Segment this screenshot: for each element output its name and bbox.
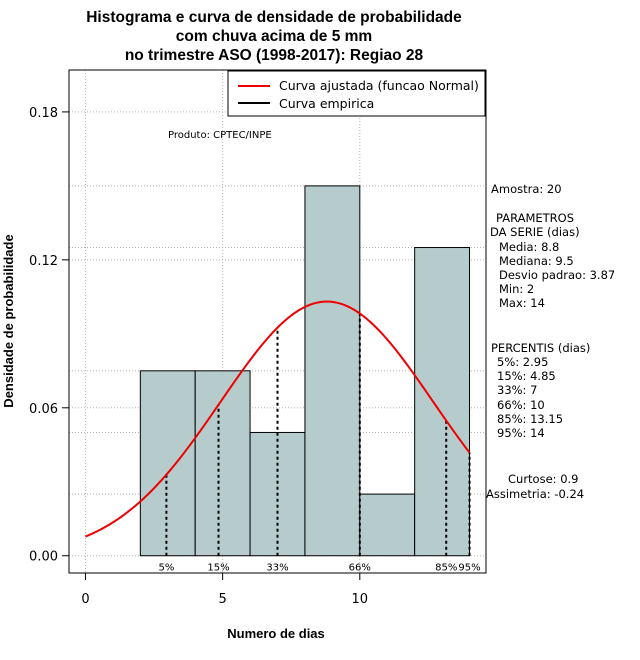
legend-label-empirical: Curva empirica [279,96,374,111]
histogram-bar-4 [360,494,415,556]
x-tick-label-1: 5 [218,592,226,607]
stat-curtose: Curtose: 0.9 [508,472,578,486]
stat-p33: 33%: 7 [497,383,537,397]
stat-p66: 66%: 10 [497,398,545,412]
credit-text: Produto: CPTEC/INPE [168,130,272,141]
chart-title-line-1: Histograma e curva de densidade de proba… [86,9,462,26]
stat-p85: 85%: 13.15 [497,412,563,426]
stat-media: Media: 8.8 [499,240,559,254]
stat-p95: 95%: 14 [497,426,545,440]
percentile-label-4: 85% [435,563,457,574]
stat-max: Max: 14 [499,296,545,310]
percentile-label-0: 5% [158,563,174,574]
x-tick-label-0: 0 [81,592,89,607]
y-axis: 0.00 0.06 0.12 0.18 [29,106,69,565]
stat-amostra: Amostra: 20 [491,182,562,196]
percentile-label-3: 66% [349,563,371,574]
percentile-labels: 5% 15% 33% 66% 85% 95% [158,563,480,574]
legend-label-normal: Curva ajustada (funcao Normal) [279,78,479,93]
x-axis-label: Numero de dias [227,626,325,641]
percentile-label-5: 95% [458,563,480,574]
y-tick-label-3: 0.18 [29,106,58,121]
stat-desvio: Desvio padrao: 3.87 [499,268,615,282]
y-axis-label: Densidade de probabilidade [1,234,16,407]
stat-param-title-2: DA SERIE (dias) [490,225,580,239]
chart-title-line-2: com chuva acima de 5 mm [176,28,372,45]
histogram-bar-3 [305,186,360,556]
chart-title-line-3: no trimestre ASO (1998-2017): Regiao 28 [125,47,424,64]
y-tick-label-2: 0.12 [29,254,58,269]
stats-panel: Amostra: 20 PARAMETROS DA SERIE (dias) M… [486,182,615,501]
histogram-chart: Histograma e curva de densidade de proba… [0,0,640,660]
stat-param-title-1: PARAMETROS [496,211,574,225]
stat-perc-title: PERCENTIS (dias) [491,341,590,355]
stat-assimetria: Assimetria: -0.24 [486,487,584,501]
histogram-bar-0 [140,371,195,556]
percentile-label-2: 33% [266,563,288,574]
stat-min: Min: 2 [499,282,534,296]
histogram-bars [140,186,469,556]
stat-mediana: Mediana: 9.5 [499,254,574,268]
legend: Curva ajustada (funcao Normal) Curva emp… [228,71,485,116]
y-tick-label-0: 0.00 [29,550,58,565]
stat-p15: 15%: 4.85 [497,369,556,383]
y-tick-label-1: 0.06 [29,402,58,417]
histogram-bar-5 [415,248,470,556]
stat-p5: 5%: 2.95 [497,355,548,369]
x-axis: 0 5 10 [81,573,368,607]
x-tick-label-2: 10 [352,592,369,607]
percentile-label-1: 15% [207,563,229,574]
